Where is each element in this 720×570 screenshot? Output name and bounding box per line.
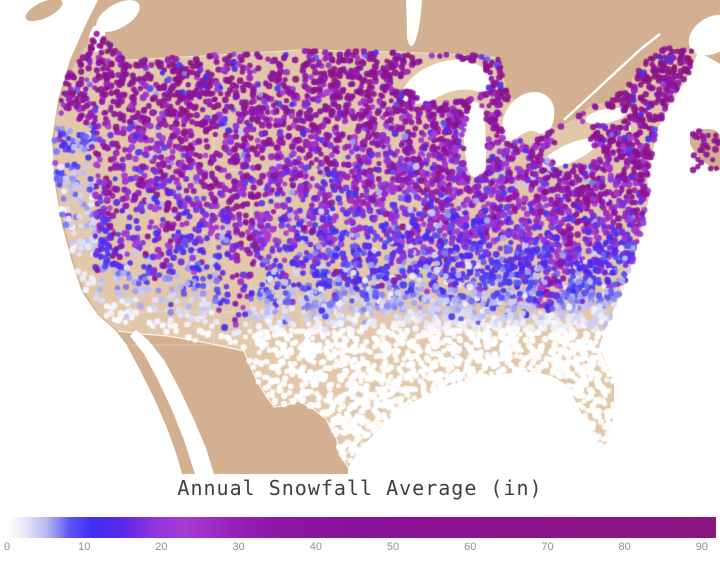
colorbar-tick-label: 20 — [155, 541, 168, 553]
station-dots-layer — [0, 0, 720, 474]
colorbar-tick-label: 30 — [232, 541, 245, 553]
colorbar-tick-label: 10 — [78, 541, 91, 553]
colorbar-tick-label: 0 — [3, 541, 11, 553]
colorbar-tick-label: 40 — [309, 541, 322, 553]
colorbar-tick-label: 70 — [541, 541, 554, 553]
colorbar-tick-label: 50 — [386, 541, 400, 553]
colorbar-tick-labels: 0 10 20 30 40 50 60 70 80 90 — [4, 541, 720, 555]
map-area — [0, 0, 720, 474]
colorbar-gradient — [8, 517, 716, 538]
colorbar-tick-label: 60 — [464, 541, 477, 553]
colorbar-tick-label: 80 — [618, 541, 631, 553]
colorbar-tick-label: 90 — [695, 541, 708, 553]
chart-title: Annual Snowfall Average (in) — [177, 476, 543, 500]
